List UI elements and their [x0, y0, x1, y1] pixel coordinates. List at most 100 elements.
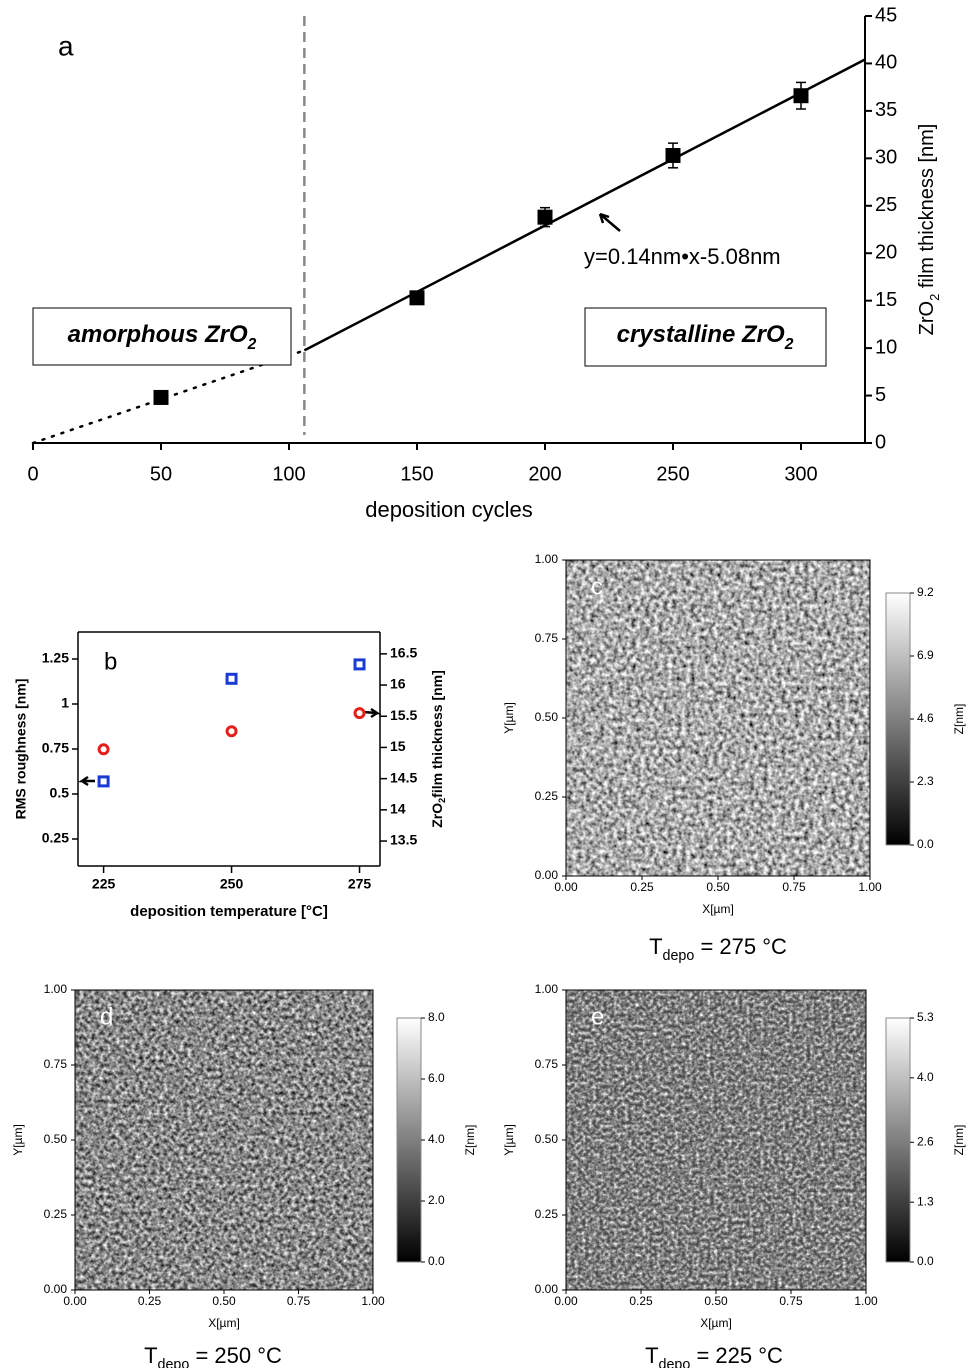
y-tick-label: 0.25 — [44, 1207, 68, 1221]
x-tick-label: 250 — [220, 876, 244, 892]
point — [353, 658, 366, 671]
y-tick-label: 1 — [61, 695, 69, 711]
colorbar-tick-label: 5.3 — [917, 1010, 934, 1024]
x-tick-label: 0.00 — [63, 1294, 87, 1308]
panel-label: e — [591, 1003, 604, 1030]
caption-part: T — [645, 1343, 658, 1368]
colorbar — [885, 592, 911, 846]
y2-axis-label-part: film thickness [nm] — [429, 670, 445, 798]
y-tick-label: 1.00 — [535, 552, 559, 566]
x-axis-label: deposition cycles — [365, 497, 533, 522]
panel-label: a — [58, 30, 74, 61]
colorbar-tick-label: 8.0 — [428, 1010, 445, 1024]
caption-part: depo — [663, 948, 695, 964]
x-tick-label: 0.25 — [629, 1294, 653, 1308]
fit-line-extrapolated — [31, 349, 306, 445]
y-tick-label: 0.75 — [535, 1057, 559, 1071]
y2-tick-label: 25 — [875, 194, 897, 216]
x-axis-label: X[µm] — [208, 1316, 240, 1330]
point — [225, 672, 238, 685]
point — [537, 209, 553, 225]
y2-tick-label: 45 — [875, 4, 897, 26]
y-tick-label: 0.25 — [535, 789, 559, 803]
panel-label: b — [104, 648, 117, 675]
colorbar — [396, 1017, 422, 1263]
fit-arrow — [598, 212, 621, 232]
y2-axis-label-part: film thickness [nm] — [916, 124, 938, 294]
y2-tick-label: 15.5 — [390, 707, 417, 723]
x-tick-label: 0.75 — [287, 1294, 311, 1308]
y2-tick-label: 10 — [875, 336, 897, 358]
y-tick-label: 0.5 — [50, 785, 70, 801]
colorbar-label: Z[nm] — [952, 1125, 966, 1156]
y2-axis-label-part: 2 — [437, 798, 447, 803]
x-axis-label: X[µm] — [702, 902, 734, 916]
colorbar — [885, 1017, 911, 1263]
y-tick-label: 1.25 — [42, 650, 69, 666]
y-tick-label: 1.00 — [535, 982, 559, 996]
colorbar-tick-label: 4.6 — [917, 711, 934, 725]
y2-tick-label: 40 — [875, 52, 897, 74]
caption-part: depo — [158, 1357, 190, 1368]
y-axis-label: Y[µm] — [11, 1124, 25, 1156]
left-axis-arrow — [77, 775, 95, 787]
y-tick-label: 0.25 — [42, 830, 69, 846]
colorbar-tick-label: 0.0 — [917, 1254, 934, 1268]
y2-tick-label: 20 — [875, 242, 897, 264]
caption: Tdepo = 225 °C — [645, 1343, 783, 1368]
x-tick-label: 225 — [92, 876, 116, 892]
caption: Tdepo = 250 °C — [144, 1343, 282, 1368]
colorbar-tick-label: 2.6 — [917, 1134, 934, 1148]
x-tick-label: 275 — [348, 876, 372, 892]
x-tick-label: 0.00 — [554, 880, 578, 894]
afm-image — [566, 560, 870, 876]
y2-axis-label: ZrO2film thickness [nm] — [429, 670, 448, 828]
y-tick-label: 0.75 — [42, 740, 69, 756]
x-tick-label: 0.50 — [212, 1294, 236, 1308]
caption-part: T — [649, 934, 662, 959]
y2-tick-label: 30 — [875, 147, 897, 169]
y2-tick-label: 0 — [875, 431, 886, 453]
y2-tick-label: 13.5 — [390, 832, 417, 848]
caption-part: = 275 °C — [694, 934, 787, 959]
colorbar-tick-label: 2.0 — [428, 1193, 445, 1207]
colorbar-tick-label: 9.2 — [917, 585, 934, 599]
x-tick-label: 300 — [784, 463, 817, 485]
x-tick-label: 0.25 — [630, 880, 654, 894]
y-axis-label: RMS roughness [nm] — [13, 679, 29, 820]
point — [409, 290, 425, 306]
x-tick-label: 0.50 — [706, 880, 730, 894]
amorphous-label-part: 2 — [247, 336, 257, 353]
y2-tick-label: 15 — [875, 289, 897, 311]
y-tick-label: 0.25 — [535, 1207, 559, 1221]
crystalline-label: crystalline ZrO2 — [617, 321, 794, 352]
panel-label: c — [591, 573, 603, 600]
point — [353, 707, 366, 720]
point — [225, 725, 238, 738]
x-tick-label: 1.00 — [858, 880, 882, 894]
colorbar-tick-label: 0.0 — [428, 1254, 445, 1268]
colorbar-label: Z[nm] — [952, 704, 966, 735]
x-tick-label: 0.50 — [704, 1294, 728, 1308]
x-tick-label: 0.75 — [782, 880, 806, 894]
amorphous-label: amorphous ZrO2 — [68, 321, 257, 352]
amorphous-label-part: amorphous ZrO — [68, 321, 248, 348]
x-tick-label: 0.75 — [779, 1294, 803, 1308]
point — [153, 389, 169, 405]
colorbar-tick-label: 4.0 — [428, 1132, 445, 1146]
x-tick-label: 0 — [27, 463, 38, 485]
x-tick-label: 200 — [528, 463, 561, 485]
panel-label: d — [100, 1003, 113, 1030]
point — [97, 775, 110, 788]
y2-axis-label-part: 2 — [927, 294, 942, 301]
y2-tick-label: 15 — [390, 738, 406, 754]
x-axis-label: X[µm] — [700, 1316, 732, 1330]
y-tick-label: 0.75 — [44, 1057, 68, 1071]
colorbar-tick-label: 2.3 — [917, 774, 934, 788]
crystalline-label-part: 2 — [784, 336, 794, 353]
caption-part: = 250 °C — [189, 1343, 282, 1368]
caption-part: T — [144, 1343, 157, 1368]
caption-part: = 225 °C — [690, 1343, 783, 1368]
